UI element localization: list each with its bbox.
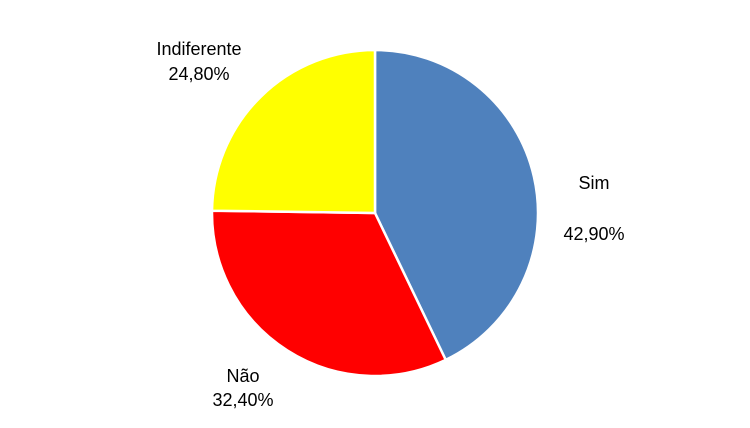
pie-slice: [373, 48, 540, 362]
pie-slice: [210, 48, 377, 215]
category-label: Indiferente: [156, 39, 241, 59]
value-label: 42,90%: [563, 224, 624, 244]
category-label: Não: [226, 366, 259, 386]
pie-slice: [210, 209, 448, 378]
value-label: 32,40%: [212, 390, 273, 410]
category-label: Sim: [579, 173, 610, 193]
value-label: 24,80%: [168, 64, 229, 84]
